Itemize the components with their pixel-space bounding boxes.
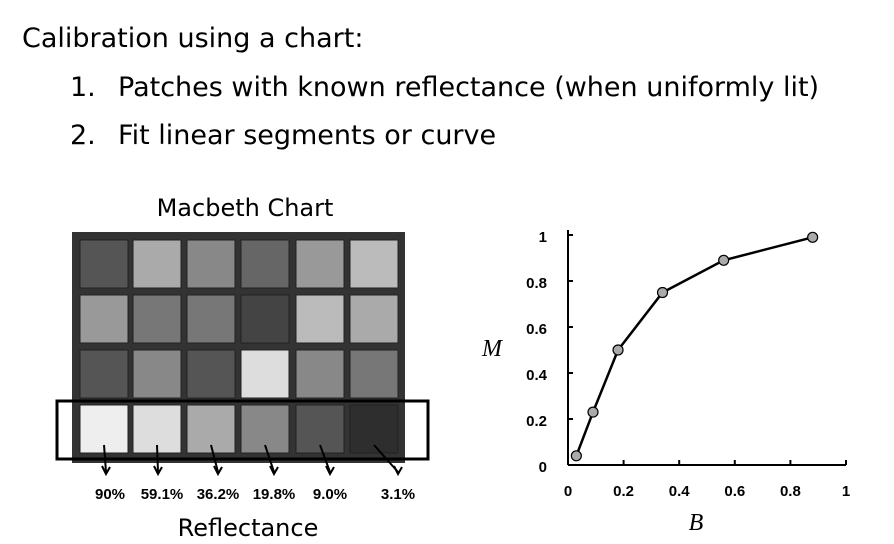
patch bbox=[132, 294, 182, 344]
point bbox=[718, 254, 730, 266]
patch bbox=[349, 294, 399, 344]
arrow-head bbox=[213, 465, 223, 477]
patch bbox=[240, 349, 290, 399]
arrows bbox=[101, 444, 403, 477]
y-tick-label: 0.8 bbox=[526, 275, 547, 292]
arrow bbox=[210, 444, 219, 473]
highlight-box bbox=[55, 399, 430, 461]
point bbox=[612, 344, 624, 356]
patch bbox=[295, 239, 345, 289]
line bbox=[575, 236, 813, 457]
patches bbox=[79, 239, 399, 454]
patch bbox=[186, 294, 236, 344]
x-tick-label: 1 bbox=[842, 483, 850, 500]
patch bbox=[349, 349, 399, 399]
x-tick-label: 0.6 bbox=[724, 483, 745, 500]
patch bbox=[132, 239, 182, 289]
caption: Reflectance bbox=[178, 514, 319, 542]
patch bbox=[132, 349, 182, 399]
x-tick-label: 0.8 bbox=[780, 483, 801, 500]
y-tick-label: 1 bbox=[539, 229, 547, 246]
reflectance-label: 9.0% bbox=[313, 486, 347, 503]
x-tick-label: 0 bbox=[564, 483, 572, 500]
reflectance-label: 36.2% bbox=[197, 486, 240, 503]
point bbox=[570, 450, 582, 462]
x-axis-label: B bbox=[689, 510, 704, 536]
x-tick-label: 0.2 bbox=[613, 483, 634, 500]
arrow-head bbox=[269, 465, 279, 477]
patch bbox=[186, 349, 236, 399]
reflectance-label: 19.8% bbox=[253, 486, 296, 503]
arrow-head bbox=[393, 465, 403, 477]
arrow bbox=[264, 444, 275, 473]
reflectance-label: 90% bbox=[95, 486, 125, 503]
patch bbox=[349, 239, 399, 289]
y-tick-label: 0.4 bbox=[526, 367, 548, 384]
patch bbox=[240, 294, 290, 344]
arrow-head bbox=[325, 465, 335, 477]
chart-title: Macbeth Chart bbox=[157, 194, 334, 222]
y-tick-label: 0.6 bbox=[526, 321, 547, 338]
patch bbox=[295, 349, 345, 399]
arrow bbox=[103, 444, 107, 473]
arrow-head bbox=[101, 465, 111, 477]
arrow bbox=[156, 444, 159, 473]
reflectance-label: 59.1% bbox=[141, 486, 184, 503]
point bbox=[587, 406, 599, 418]
y-axis-label: M bbox=[481, 336, 504, 362]
patch bbox=[79, 349, 129, 399]
item-number: 1. bbox=[70, 72, 96, 103]
heading: Calibration using a chart: bbox=[22, 23, 363, 54]
point bbox=[656, 286, 669, 299]
y-tick-label: 0 bbox=[539, 459, 547, 476]
item-text: Patches with known reflectance (when uni… bbox=[118, 72, 819, 103]
x-tick-label: 0.4 bbox=[669, 483, 691, 500]
arrow bbox=[319, 444, 331, 473]
item-number: 2. bbox=[70, 120, 96, 151]
y-tick-label: 0.2 bbox=[526, 413, 547, 430]
patch bbox=[79, 239, 129, 289]
patch bbox=[295, 294, 345, 344]
reflectance-label: 3.1% bbox=[381, 486, 415, 503]
patch bbox=[240, 239, 290, 289]
arrow-head bbox=[153, 465, 163, 477]
item-text: Fit linear segments or curve bbox=[118, 120, 496, 151]
point bbox=[807, 231, 819, 243]
patch bbox=[79, 294, 129, 344]
patch bbox=[186, 239, 236, 289]
